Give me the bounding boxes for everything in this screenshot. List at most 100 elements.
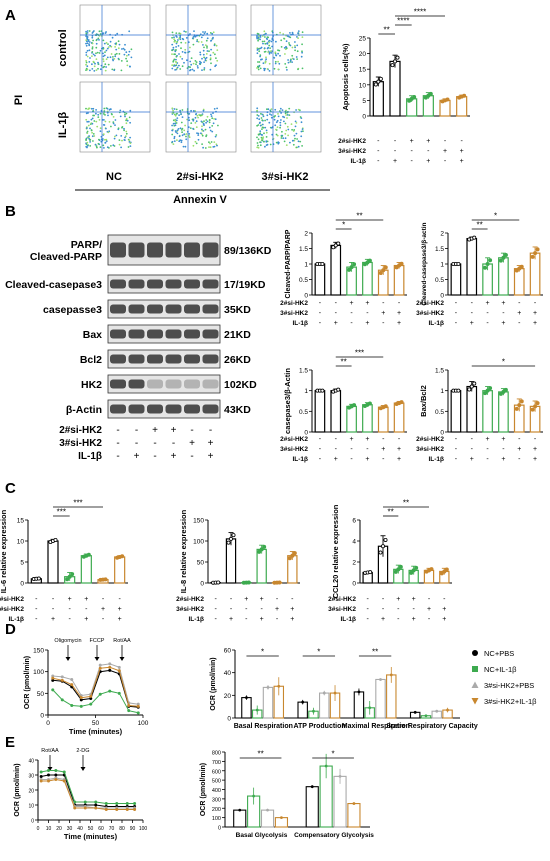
data-point: [446, 708, 449, 712]
legend-entry: 3#si-HK2+PBS: [484, 681, 534, 690]
bar: [450, 263, 462, 296]
x-axis-label: Time (minutes): [64, 832, 118, 841]
y-tick-label: 0: [352, 581, 356, 588]
data-point: [383, 404, 388, 409]
series-point: [79, 698, 83, 702]
bar: [225, 538, 237, 584]
blot-label: β-Actin: [66, 404, 102, 416]
condition-sign: -: [335, 436, 338, 443]
blot-condition-sign: -: [116, 438, 119, 449]
series-point: [60, 698, 64, 702]
data-point: [394, 265, 399, 270]
y-tick-label: 100: [212, 816, 221, 822]
category-label: ATP Production: [293, 723, 345, 730]
series-point: [89, 697, 93, 701]
data-point: [428, 91, 433, 96]
condition-sign: -: [471, 300, 474, 307]
data-point: [262, 544, 267, 549]
series-point: [70, 677, 74, 681]
x-tick-label: 10: [46, 826, 52, 832]
y-tick-label: 0: [227, 716, 231, 723]
flow-plot: [250, 81, 322, 153]
condition-sign: +: [365, 456, 369, 463]
bar: [241, 697, 252, 719]
condition-sign: +: [501, 456, 505, 463]
x-tick-label: 30: [67, 826, 73, 832]
x-tick-label: 50: [88, 826, 94, 832]
significance-label: **: [372, 648, 378, 657]
condition-sign: +: [118, 606, 122, 613]
data-point: [429, 567, 434, 572]
legend-entry: NC+IL-1β: [484, 665, 517, 674]
blot-condition-label: IL-1β: [78, 451, 102, 462]
series-point: [39, 770, 43, 774]
series-point: [51, 678, 55, 682]
significance-label: **: [341, 358, 347, 367]
data-point: [336, 241, 341, 246]
y-axis-label: casepase3/β-Actin: [283, 368, 292, 434]
x-tick-label: 20: [56, 826, 62, 832]
condition-sign: -: [276, 596, 279, 603]
condition-sign: -: [455, 446, 458, 453]
data-point: [333, 691, 337, 695]
flow-row-label-control: control: [57, 29, 69, 66]
data-point: [252, 794, 256, 798]
condition-sign: +: [427, 606, 431, 613]
significance-label: *: [317, 648, 320, 657]
blot-condition-sign: -: [190, 451, 193, 462]
condition-sign: +: [51, 616, 55, 623]
blot-size: 17/19KD: [224, 279, 266, 291]
western-blot: PARP/Cleaved-PARP 89/136KD Cleaved-casepas…: [5, 234, 272, 462]
y-axis-label: CCL20 relative expression: [331, 504, 340, 598]
condition-sign: -: [427, 148, 430, 155]
y-axis-label: OCR (pmol/min): [200, 763, 207, 816]
y-tick-label: 150: [193, 518, 204, 525]
series-point: [54, 769, 58, 772]
condition-sign: -: [230, 606, 233, 613]
bar: [362, 261, 373, 296]
condition-sign: -: [214, 616, 217, 623]
series-point: [98, 692, 102, 696]
series-point: [136, 711, 140, 715]
bar: [274, 817, 289, 828]
blot-size: 21KD: [224, 329, 251, 341]
category-label: Basal Respiration: [234, 723, 293, 730]
condition-sign: +: [443, 148, 447, 155]
condition-sign: +: [290, 606, 294, 613]
data-point: [397, 263, 402, 268]
condition-sign: +: [381, 616, 385, 623]
condition-sign: +: [397, 320, 401, 327]
condition-sign: -: [214, 606, 217, 613]
data-point: [383, 265, 388, 270]
series-point: [70, 683, 74, 687]
series-point: [104, 808, 108, 811]
blot-condition-sign: +: [134, 451, 140, 462]
condition-sign: -: [245, 616, 248, 623]
data-point: [485, 261, 490, 266]
y-axis-label: Apoptosis cells(%): [341, 43, 350, 111]
flow-plot: [165, 81, 237, 153]
condition-sign: -: [428, 616, 431, 623]
blot-label: Cleaved-PARP: [30, 251, 102, 263]
y-tick-label: 100: [33, 669, 44, 676]
condition-label: IL-1β: [188, 616, 204, 623]
y-tick-label: 20: [359, 51, 367, 58]
data-point: [409, 96, 414, 101]
injection-label: Rot/AA: [41, 748, 59, 754]
category-label: Basal Glycolysis: [236, 832, 288, 839]
data-point: [70, 572, 75, 577]
data-point: [407, 98, 412, 103]
y-tick-label: 0.5: [435, 277, 444, 284]
series-point: [54, 778, 58, 781]
condition-sign: -: [398, 436, 401, 443]
significance-label: *: [494, 212, 497, 221]
bar: [466, 385, 478, 433]
condition-sign: +: [470, 456, 474, 463]
data-point: [259, 547, 264, 552]
data-point: [238, 808, 242, 812]
condition-label: IL-1β: [292, 320, 308, 327]
series-point: [62, 779, 66, 783]
series-point: [125, 808, 129, 811]
bar: [260, 809, 275, 828]
